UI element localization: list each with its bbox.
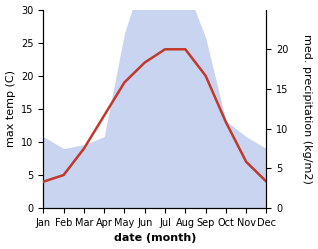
Y-axis label: med. precipitation (kg/m2): med. precipitation (kg/m2): [302, 34, 313, 184]
Y-axis label: max temp (C): max temp (C): [5, 70, 16, 147]
X-axis label: date (month): date (month): [114, 234, 196, 244]
